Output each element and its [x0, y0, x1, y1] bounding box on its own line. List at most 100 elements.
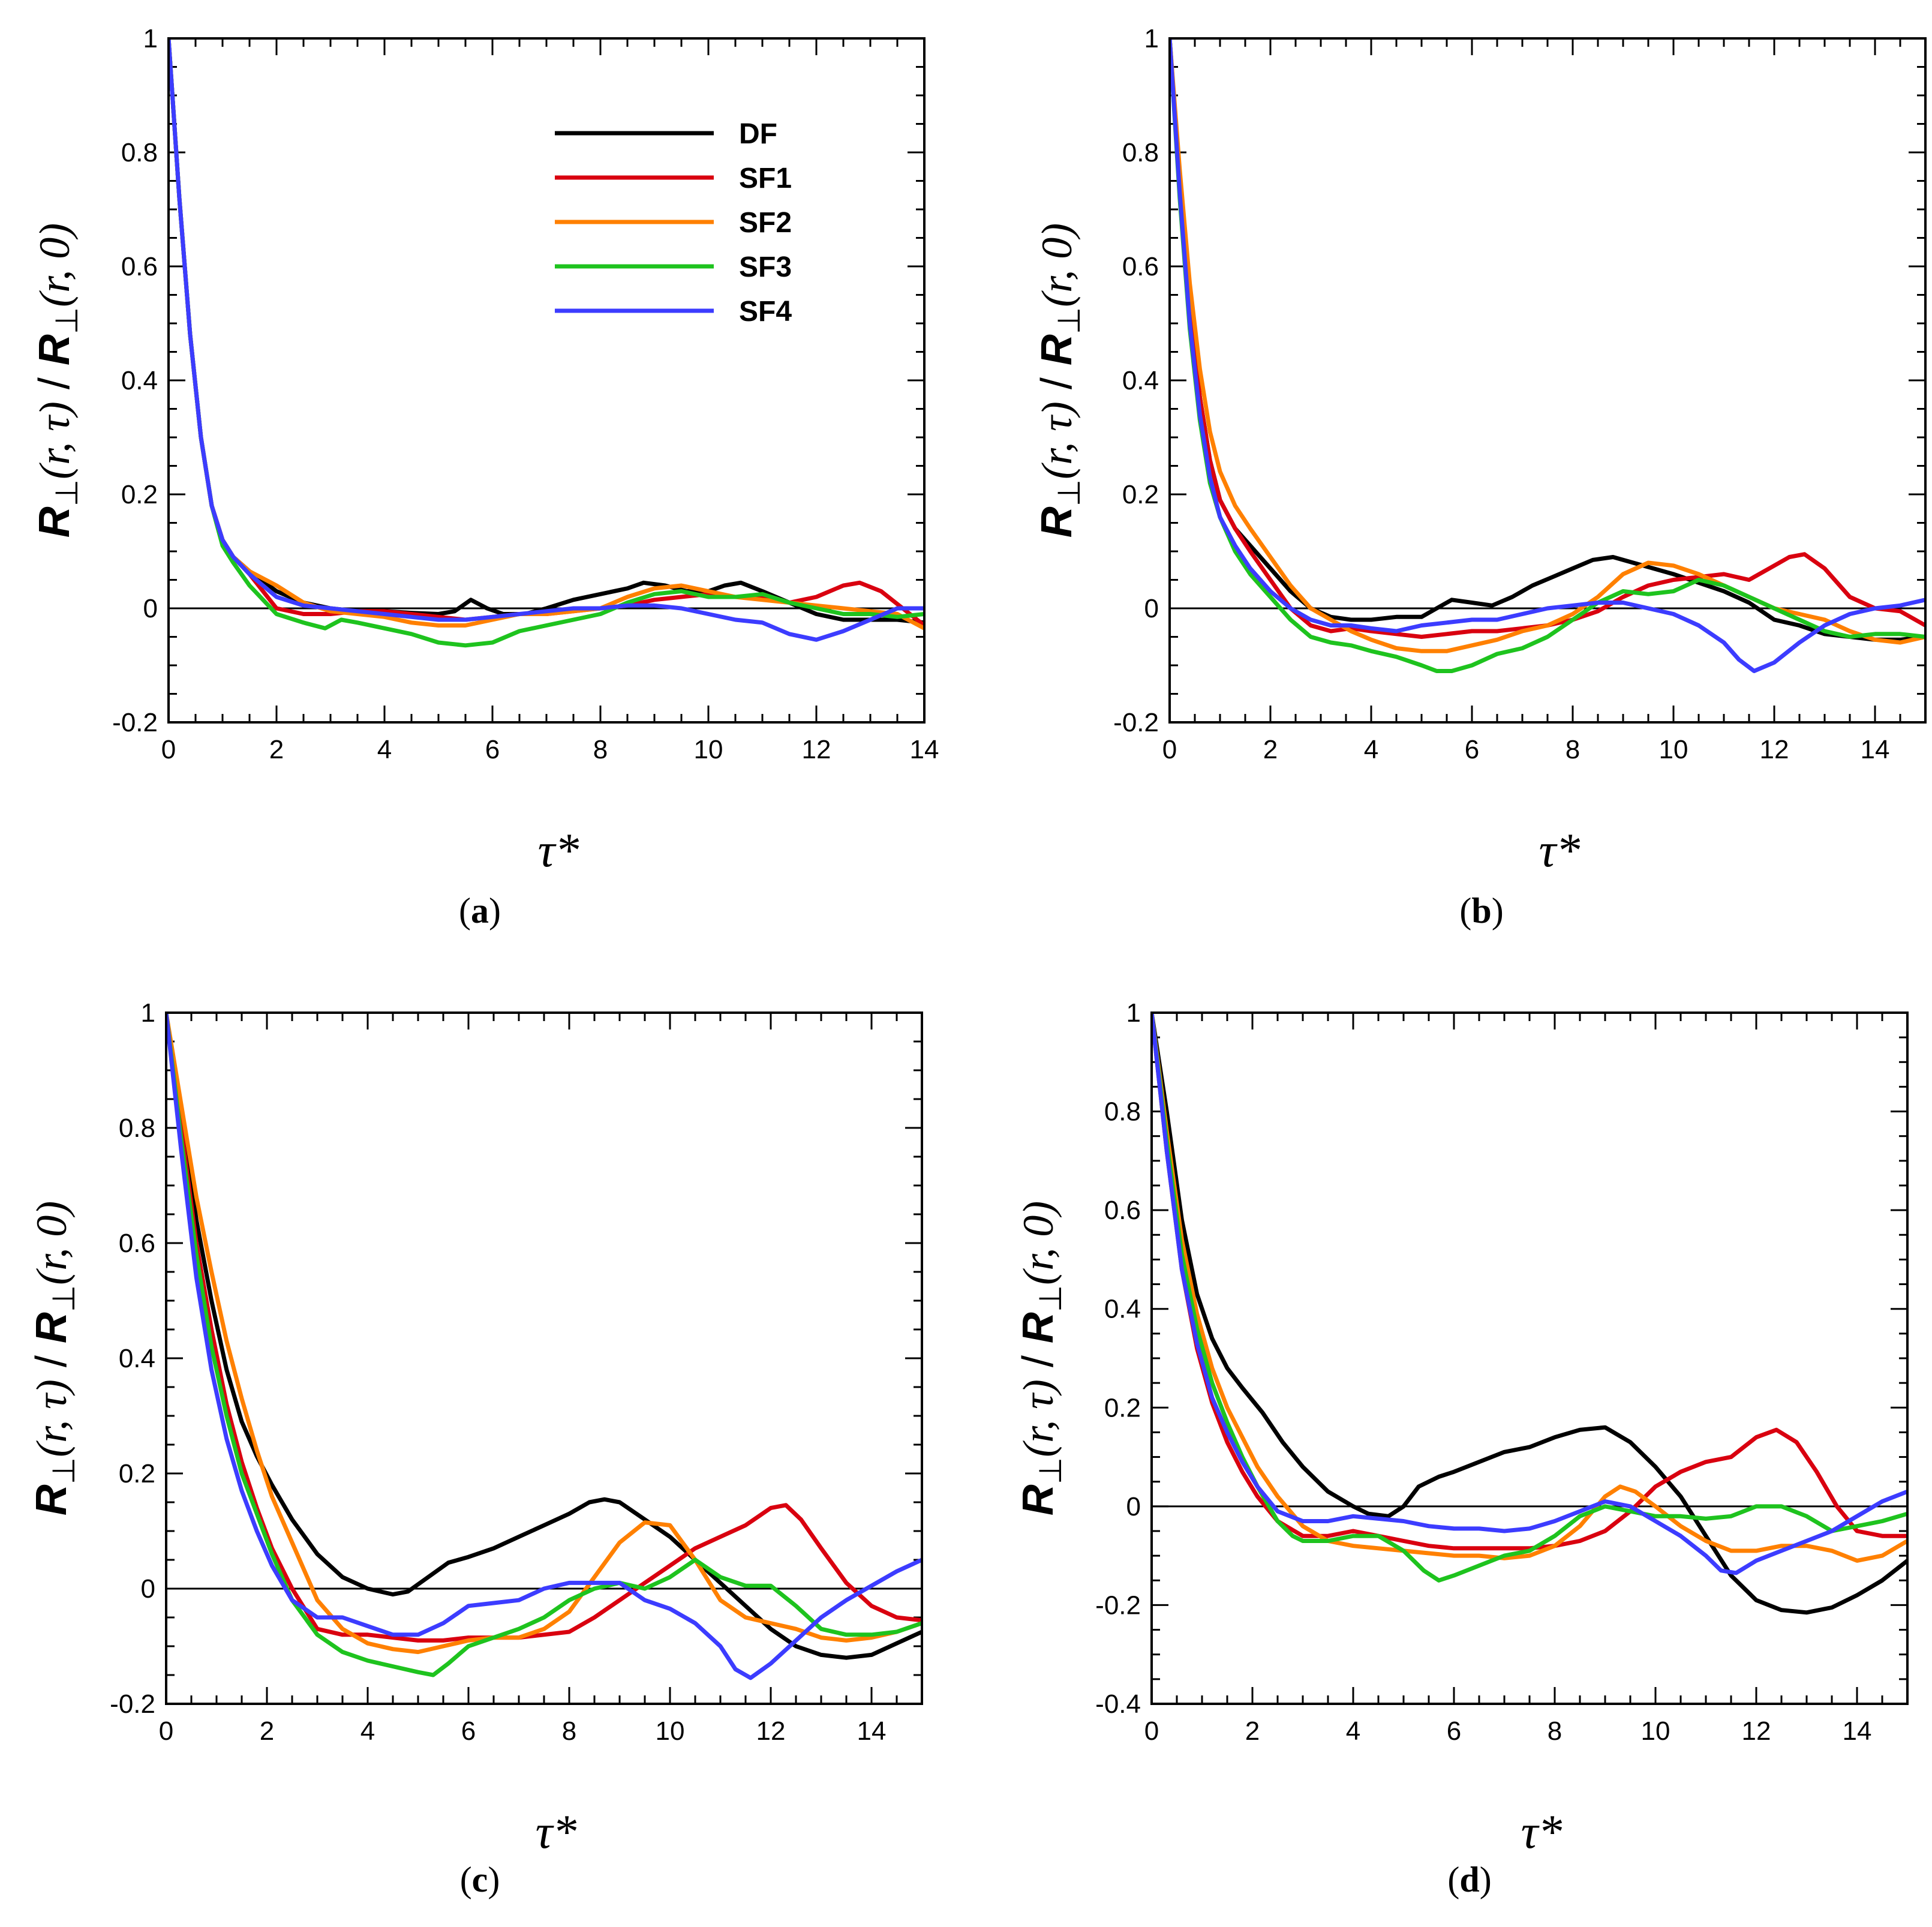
y-tick-label: 0.2: [1122, 480, 1159, 509]
caption-letter: c: [472, 1860, 488, 1899]
y-axis-label-part: R: [31, 334, 79, 365]
y-axis-label-part: ⊥: [1052, 479, 1087, 506]
y-axis-label-part: ⊥: [47, 1457, 82, 1484]
y-axis-label: R⊥(r, τ) / R⊥(r, 0): [28, 1201, 82, 1515]
x-axis-label: τ*: [538, 824, 579, 877]
x-tick-label: 10: [1659, 735, 1688, 764]
x-tick-label: 4: [360, 1716, 375, 1746]
y-tick-label: 0.2: [119, 1459, 155, 1488]
x-tick-label: 12: [1760, 735, 1789, 764]
y-tick-label: 0.2: [1104, 1393, 1141, 1422]
caption-open: (: [1459, 891, 1471, 931]
caption-letter: b: [1471, 891, 1491, 931]
y-tick-label: 0.8: [1122, 138, 1159, 167]
x-tick-label: 0: [1162, 735, 1177, 764]
y-axis-label-part: /: [31, 365, 79, 401]
x-tick-label: 6: [461, 1716, 476, 1746]
y-axis-label-part: ⊥: [47, 1285, 82, 1312]
x-tick-label: 8: [593, 735, 608, 764]
caption-close: ): [1492, 891, 1504, 931]
y-tick-label: 0.4: [1104, 1295, 1141, 1324]
caption-letter: d: [1459, 1860, 1479, 1899]
x-tick-label: 10: [694, 735, 723, 764]
y-tick-label: 1: [1144, 24, 1159, 53]
y-tick-label: -0.2: [112, 708, 158, 737]
series-line-df: [1152, 1013, 1907, 1615]
x-tick-label: 8: [1566, 735, 1580, 764]
y-tick-label: 0.6: [1122, 252, 1159, 281]
y-axis-label-part: R: [1014, 1484, 1062, 1515]
x-tick-label: 8: [1548, 1716, 1562, 1746]
panel-caption: (c): [460, 1860, 500, 1899]
x-tick-label: 14: [1861, 735, 1890, 764]
x-tick-label: 12: [1742, 1716, 1771, 1746]
x-tick-label: 12: [802, 735, 831, 764]
x-tick-label: 4: [1364, 735, 1378, 764]
caption-close: ): [1480, 1860, 1492, 1899]
y-tick-label: -0.2: [1095, 1590, 1141, 1620]
legend-label-sf3: SF3: [739, 251, 792, 283]
y-axis-label-part: (r, τ): [1014, 1379, 1062, 1457]
x-tick-label: 2: [269, 735, 284, 764]
y-axis-label: R⊥(r, τ) / R⊥(r, 0): [31, 223, 85, 538]
y-axis-label-part: R: [1014, 1312, 1062, 1343]
y-tick-label: 0.8: [1104, 1097, 1141, 1127]
y-tick-label: 0.4: [1122, 366, 1159, 395]
y-tick-label: -0.4: [1095, 1689, 1141, 1719]
x-tick-label: 2: [1245, 1716, 1260, 1746]
x-axis-label: τ*: [536, 1806, 577, 1859]
series-line-sf4: [166, 1013, 922, 1680]
y-tick-label: 0.2: [121, 480, 158, 509]
x-tick-label: 0: [159, 1716, 173, 1746]
x-tick-label: 2: [1263, 735, 1278, 764]
legend-label-sf4: SF4: [739, 296, 792, 328]
legend: DF SF1 SF2 SF3 SF4: [555, 118, 792, 328]
x-tick-label: 4: [377, 735, 392, 764]
y-axis-label-part: ⊥: [1033, 1457, 1068, 1484]
y-tick-label: 1: [1126, 998, 1141, 1028]
y-axis-label-part: (r, 0): [1033, 223, 1081, 307]
x-tick-label: 14: [910, 735, 939, 764]
series-line-sf4: [169, 38, 924, 642]
x-tick-label: 6: [1447, 1716, 1461, 1746]
y-axis-label-part: R: [31, 506, 79, 538]
y-axis-label-part: (r, τ): [31, 401, 79, 479]
y-axis-label-part: (r, 0): [31, 223, 79, 307]
y-axis-label-part: (r, 0): [1014, 1201, 1062, 1285]
y-axis-label: R⊥(r, τ) / R⊥(r, 0): [1033, 223, 1087, 538]
y-axis-label-part: (r, τ): [28, 1379, 76, 1457]
y-tick-label: 0.6: [121, 252, 158, 281]
y-axis-label-part: ⊥: [50, 479, 85, 506]
series-line-sf3: [169, 38, 924, 648]
x-axis-label: τ*: [1521, 1806, 1563, 1859]
panel-b: 0 2 4 6 8 10 12 14-0.200.20.40.60.81τ*R⊥(r, τ) …: [1033, 24, 1927, 931]
plot-frame: [167, 37, 926, 724]
x-tick-label: 6: [485, 735, 500, 764]
y-tick-label: 0.8: [119, 1113, 155, 1143]
series-line-sf3: [166, 1013, 922, 1677]
legend-label-sf2: SF2: [739, 207, 792, 239]
caption-close: ): [489, 891, 501, 931]
series-line-df: [166, 1013, 922, 1660]
y-axis-label-part: /: [28, 1343, 76, 1379]
series-line-sf4: [1152, 1013, 1907, 1575]
series-line-sf3: [1170, 38, 1925, 673]
panel-c: 0 2 4 6 8 10 12 14-0.200.20.40.60.81τ*R⊥(r, τ) …: [28, 998, 923, 1899]
x-tick-label: 4: [1346, 1716, 1360, 1746]
y-axis-label-part: (r, τ): [1033, 401, 1081, 479]
y-tick-label: -0.2: [1113, 708, 1159, 737]
x-tick-label: 8: [562, 1716, 576, 1746]
caption-open: (: [1447, 1860, 1459, 1899]
series-line-sf3: [1152, 1013, 1907, 1583]
y-tick-label: 0.8: [121, 138, 158, 167]
legend-label-sf1: SF1: [739, 163, 792, 194]
y-tick-label: 0.6: [1104, 1196, 1141, 1225]
y-tick-label: 1: [143, 24, 158, 53]
series-line-sf1: [1152, 1013, 1907, 1551]
legend-label-df: DF: [739, 118, 777, 150]
series-line-sf2: [166, 1013, 922, 1655]
x-tick-label: 10: [656, 1716, 685, 1746]
panel-a: 0 2 4 6 8 10 12 14-0.200.20.40.60.81τ*R⊥(r, τ) …: [31, 24, 939, 931]
